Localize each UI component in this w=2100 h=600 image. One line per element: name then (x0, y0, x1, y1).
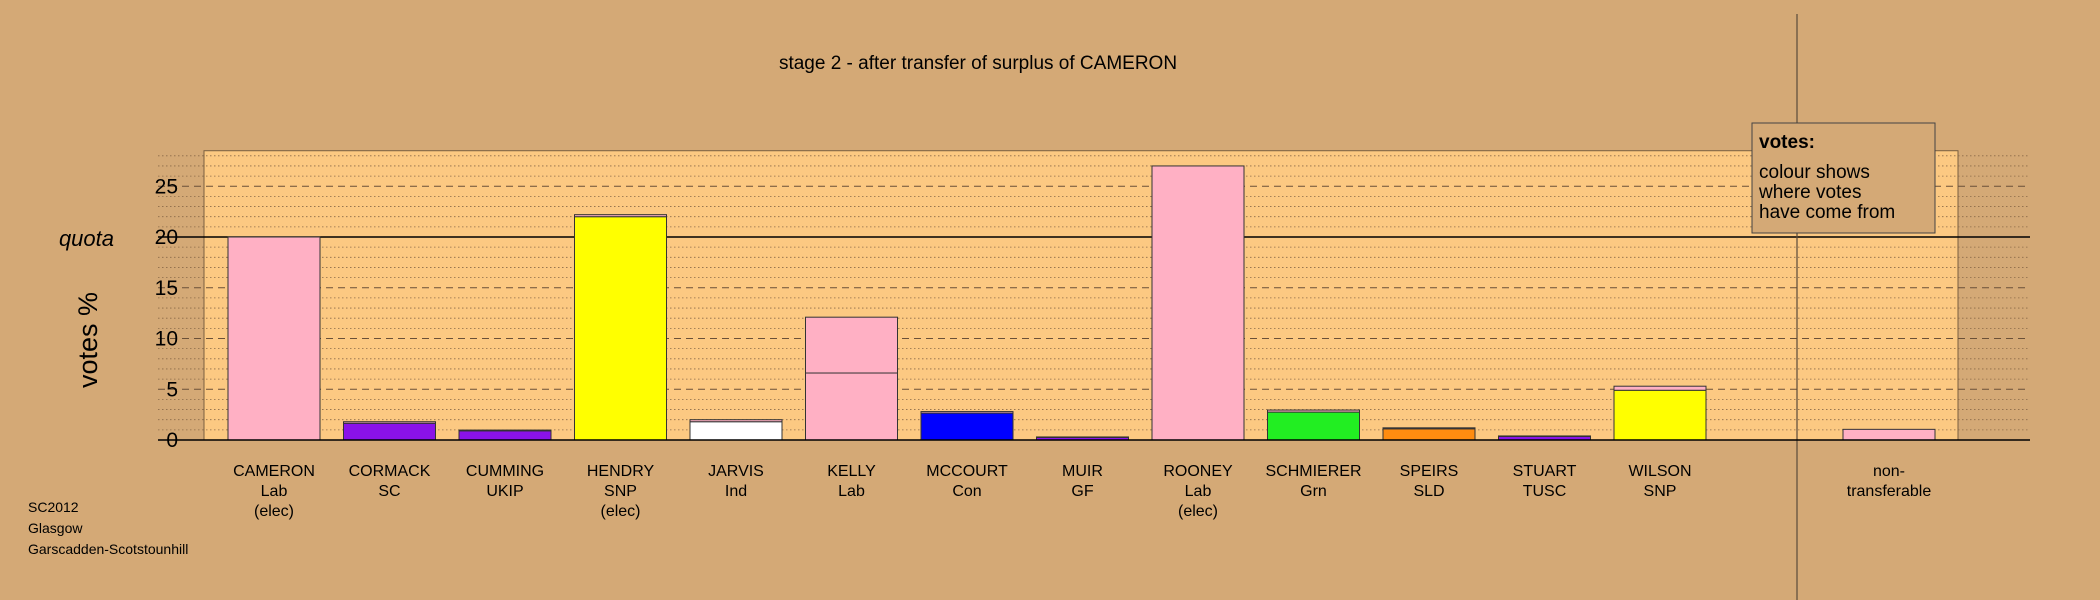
x-label-hendry-status: (elec) (600, 503, 640, 520)
x-label-schmierer-name: SCHMIERER (1265, 463, 1361, 480)
x-label-kelly-party: Lab (838, 483, 865, 500)
y-tick-label: 15 (155, 277, 178, 300)
x-label-nontransferable-1: non- (1873, 463, 1905, 480)
x-label-stuart-party: TUSC (1523, 483, 1567, 500)
x-label-muir-name: MUIR (1062, 463, 1103, 480)
bar-nontransferable-segment (1842, 428, 1936, 441)
bar-schmierer-segment (1267, 411, 1360, 441)
grid-layer (158, 155, 2030, 431)
x-label-schmierer-party: Grn (1300, 483, 1327, 500)
x-label-speirs-party: SLD (1413, 483, 1444, 500)
legend: votes: colour shows where votes have com… (1751, 122, 1936, 234)
bar-jarvis-segment (689, 421, 783, 441)
bars-layer (227, 165, 1936, 441)
y-axis-label: votes % (73, 292, 103, 388)
y-tick-label: 10 (155, 328, 178, 351)
x-label-wilson-name: WILSON (1628, 463, 1691, 480)
x-axis-labels: CAMERON Lab (elec) CORMACK SC CUMMING UKIP HEND… (233, 463, 1931, 520)
x-label-cormack-party: SC (378, 483, 400, 500)
footer-line-1: SC2012 (28, 499, 79, 515)
x-label-jarvis-party: Ind (725, 483, 747, 500)
legend-line-3: have come from (1759, 202, 1895, 223)
x-label-hendry-name: HENDRY (587, 463, 655, 480)
bar-kelly-segment (805, 372, 898, 441)
bar-rooney-segment (1151, 165, 1245, 441)
bar-cameron-segment (227, 236, 321, 441)
bar-mccourt-segment (920, 411, 1014, 414)
x-label-cumming-name: CUMMING (466, 463, 544, 480)
legend-line-2: where votes (1758, 182, 1861, 203)
x-label-speirs-name: SPEIRS (1400, 463, 1459, 480)
bar-kelly-segment (805, 316, 898, 374)
quota-label: quota (59, 226, 114, 251)
bar-wilson-segment (1613, 385, 1707, 391)
x-label-muir-party: GF (1071, 483, 1093, 500)
y-tick-label: 20 (155, 226, 178, 249)
legend-title: votes: (1759, 132, 1815, 153)
bar-hendry-segment (574, 216, 667, 441)
bar-cormack-segment (343, 422, 436, 441)
bar-stuart-segment (1498, 435, 1591, 437)
x-label-rooney-status: (elec) (1178, 503, 1218, 520)
footer-line-3: Garscadden-Scotstounhill (28, 541, 188, 557)
legend-line-1: colour shows (1759, 162, 1870, 183)
chart-title: stage 2 - after transfer of surplus of C… (779, 53, 1177, 74)
bar-speirs-segment (1382, 427, 1476, 430)
bar-muir-segment (1036, 436, 1129, 438)
x-label-rooney-party: Lab (1185, 483, 1212, 500)
x-label-cameron-name: CAMERON (233, 463, 315, 480)
x-label-rooney-name: ROONEY (1163, 463, 1233, 480)
x-label-cumming-party: UKIP (486, 483, 523, 500)
x-label-wilson-party: SNP (1644, 483, 1677, 500)
x-label-jarvis-name: JARVIS (708, 463, 764, 480)
x-label-cameron-status: (elec) (254, 503, 294, 520)
footer-caption: SC2012 Glasgow Garscadden-Scotstounhill (28, 499, 188, 557)
x-label-cormack-name: CORMACK (349, 463, 431, 480)
bar-cormack-segment (343, 421, 436, 424)
bar-wilson-segment (1613, 389, 1707, 441)
bar-schmierer-segment (1267, 409, 1360, 413)
bar-speirs-segment (1382, 428, 1476, 441)
bar-hendry-segment (574, 214, 667, 218)
y-tick-label: 25 (155, 175, 178, 198)
y-tick-label: 5 (166, 378, 178, 401)
x-label-cameron-party: Lab (261, 483, 288, 500)
bar-jarvis-segment (689, 419, 783, 423)
legend-box (1751, 122, 1936, 234)
x-label-mccourt-name: MCCOURT (926, 463, 1008, 480)
x-label-mccourt-party: Con (952, 483, 981, 500)
bar-cumming-segment (458, 430, 552, 441)
x-label-stuart-name: STUART (1513, 463, 1577, 480)
bar-mccourt-segment (920, 412, 1014, 441)
x-label-nontransferable-2: transferable (1847, 483, 1932, 500)
x-label-hendry-party: SNP (604, 483, 637, 500)
x-label-kelly-name: KELLY (827, 463, 876, 480)
bar-cumming-segment (458, 429, 552, 432)
footer-line-2: Glasgow (28, 520, 83, 536)
